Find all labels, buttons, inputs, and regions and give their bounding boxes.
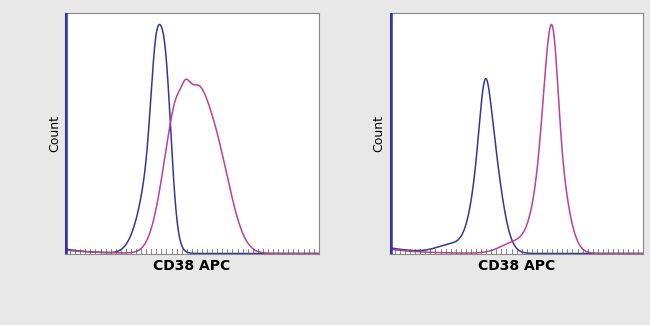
X-axis label: CD38 APC: CD38 APC <box>153 259 231 273</box>
X-axis label: CD38 APC: CD38 APC <box>478 259 555 273</box>
Y-axis label: Count: Count <box>372 115 385 152</box>
Y-axis label: Count: Count <box>48 115 61 152</box>
